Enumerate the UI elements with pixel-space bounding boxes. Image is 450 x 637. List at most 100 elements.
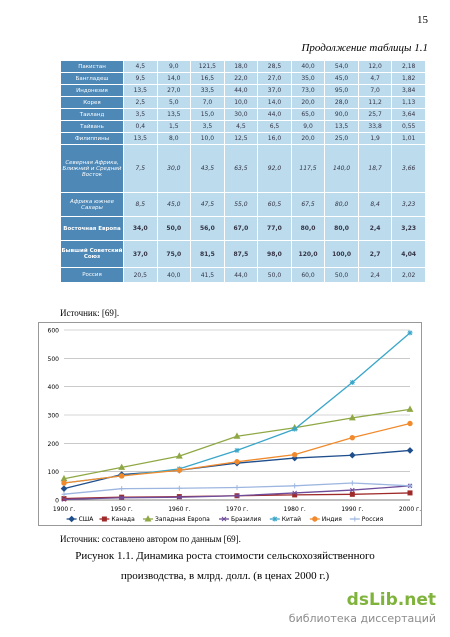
cell: 1,9 (357, 132, 393, 145)
table-row: Россия 20,5 40,0 41,5 44,0 50,0 60,0 50,0 2,4 2,0… (60, 267, 426, 283)
y-tick-label: 100 (48, 469, 60, 476)
table-row: Бывший Советский Союз 37,0 75,0 81,5 87,5 98,… (60, 240, 426, 268)
legend-label: Россия (362, 516, 384, 523)
marker (176, 467, 183, 473)
page-number: 15 (417, 14, 428, 26)
cell: 33,5 (190, 84, 225, 97)
cell: 8,0 (156, 132, 192, 145)
marker (234, 485, 240, 491)
cell: 80,0 (290, 216, 326, 241)
cell: 43,5 (190, 144, 225, 193)
chart: 0 100 200 300 400 500 600 1900 г. 1950 г. 1960 г.… (38, 322, 422, 526)
marker (61, 491, 67, 497)
y-tick-label: 200 (48, 441, 60, 448)
cell: 40,0 (156, 267, 192, 283)
x-tick-label: 1900 г. (53, 506, 75, 513)
marker (233, 432, 241, 439)
watermark-brand: dsLib.net (346, 590, 436, 610)
marker (175, 452, 183, 459)
cell: 75,0 (156, 240, 192, 268)
cell: 37,0 (257, 84, 292, 97)
marker (221, 516, 227, 522)
watermark-tagline: библиотека диссертаций (288, 612, 436, 625)
cell: 81,5 (190, 240, 225, 268)
marker (291, 451, 298, 458)
table-row: Таиланд 3,5 13,5 15,0 30,0 44,0 65,0 90,0 25,7 3,… (60, 108, 426, 121)
marker (101, 516, 107, 522)
marker (407, 483, 413, 489)
cell: 3,5 (123, 108, 158, 121)
y-tick-label: 400 (48, 384, 60, 391)
cell: 25,0 (324, 132, 359, 145)
marker (407, 330, 413, 336)
continuation: Продолжение таблицы 1.1 (301, 42, 428, 54)
cell: 1,01 (391, 132, 426, 145)
table-row: Тайвань 0,4 1,5 3,5 4,5 6,5 9,0 13,5 33,8 0,55 (60, 120, 426, 133)
marker (407, 420, 413, 427)
cell: 2,4 (357, 267, 393, 283)
legend-label: Западная Европа (155, 516, 210, 523)
row-label: Бывший Советский Союз (60, 240, 124, 268)
table-source: Источник: [69]. (60, 308, 120, 318)
legend-label: США (79, 516, 95, 523)
cell: 80,0 (324, 216, 359, 241)
cell: 27,0 (156, 84, 192, 97)
row-label: Тайвань (60, 120, 124, 133)
table-row: Восточная Европа 34,0 50,0 56,0 67,0 77,0 80,0… (60, 216, 426, 241)
cell: 8,5 (123, 192, 158, 217)
table-row: Северная Африка, Ближний и Средний Восто… (60, 144, 426, 193)
cell: 22,0 (223, 72, 259, 85)
x-tick-label: 1960 г. (168, 506, 190, 513)
marker (60, 485, 68, 492)
row-label: Корея (60, 96, 124, 109)
cell: 2,4 (357, 216, 393, 241)
cell: 3,66 (391, 144, 426, 193)
marker (119, 495, 125, 501)
cell: 140,0 (324, 144, 359, 193)
cell: 60,5 (257, 192, 292, 217)
cell: 60,0 (290, 267, 326, 283)
cell: 50,0 (257, 267, 292, 283)
cell: 3,23 (391, 192, 426, 217)
row-label: Северная Африка, Ближний и Средний Восто… (60, 144, 124, 193)
cell: 11,2 (357, 96, 393, 109)
table-row: Пакистан 4,5 9,0 121,5 18,0 28,5 40,0 54,0 12,0 2… (60, 60, 426, 73)
cell: 20,0 (290, 132, 326, 145)
cell: 63,5 (223, 144, 259, 193)
cell: 3,5 (190, 120, 225, 133)
marker (119, 486, 125, 492)
marker (349, 480, 355, 486)
marker (349, 451, 356, 459)
cell: 4,5 (123, 60, 158, 73)
cell: 100,0 (324, 240, 359, 268)
cell: 13,5 (156, 108, 192, 121)
cell: 13,5 (123, 132, 158, 145)
table-row: Индонезия 13,5 27,0 33,5 44,0 37,0 73,0 95,0 7,0… (60, 84, 426, 97)
y-tick-label: 300 (48, 413, 60, 420)
row-label: Филиппины (60, 132, 124, 145)
row-label: Восточная Европа (60, 216, 124, 241)
x-tick-label: 1980 г. (284, 506, 306, 513)
y-tick-label: 0 (55, 498, 59, 505)
cell: 27,0 (257, 72, 292, 85)
cell: 56,0 (190, 216, 225, 241)
caption: Рисунок 1.1. Динамика роста стоимости се… (75, 550, 375, 562)
cell: 77,0 (257, 216, 292, 241)
marker (234, 447, 240, 453)
cell: 50,0 (156, 216, 192, 241)
cell: 16,5 (190, 72, 225, 85)
marker (349, 434, 356, 441)
cell: 9,0 (156, 60, 192, 73)
marker (292, 483, 298, 489)
marker (176, 485, 182, 491)
cell: 121,5 (190, 60, 225, 73)
legend-label: Китай (282, 516, 301, 523)
chart-frame (38, 322, 422, 526)
marker (176, 494, 182, 500)
cell: 45,0 (324, 72, 359, 85)
table-row: Бангладеш 9,5 14,0 16,5 22,0 27,0 35,0 45,0 4,7 1… (60, 72, 426, 85)
marker (349, 379, 355, 385)
cell: 3,84 (391, 84, 426, 97)
cell: 25,7 (357, 108, 393, 121)
cell: 34,0 (123, 216, 158, 241)
